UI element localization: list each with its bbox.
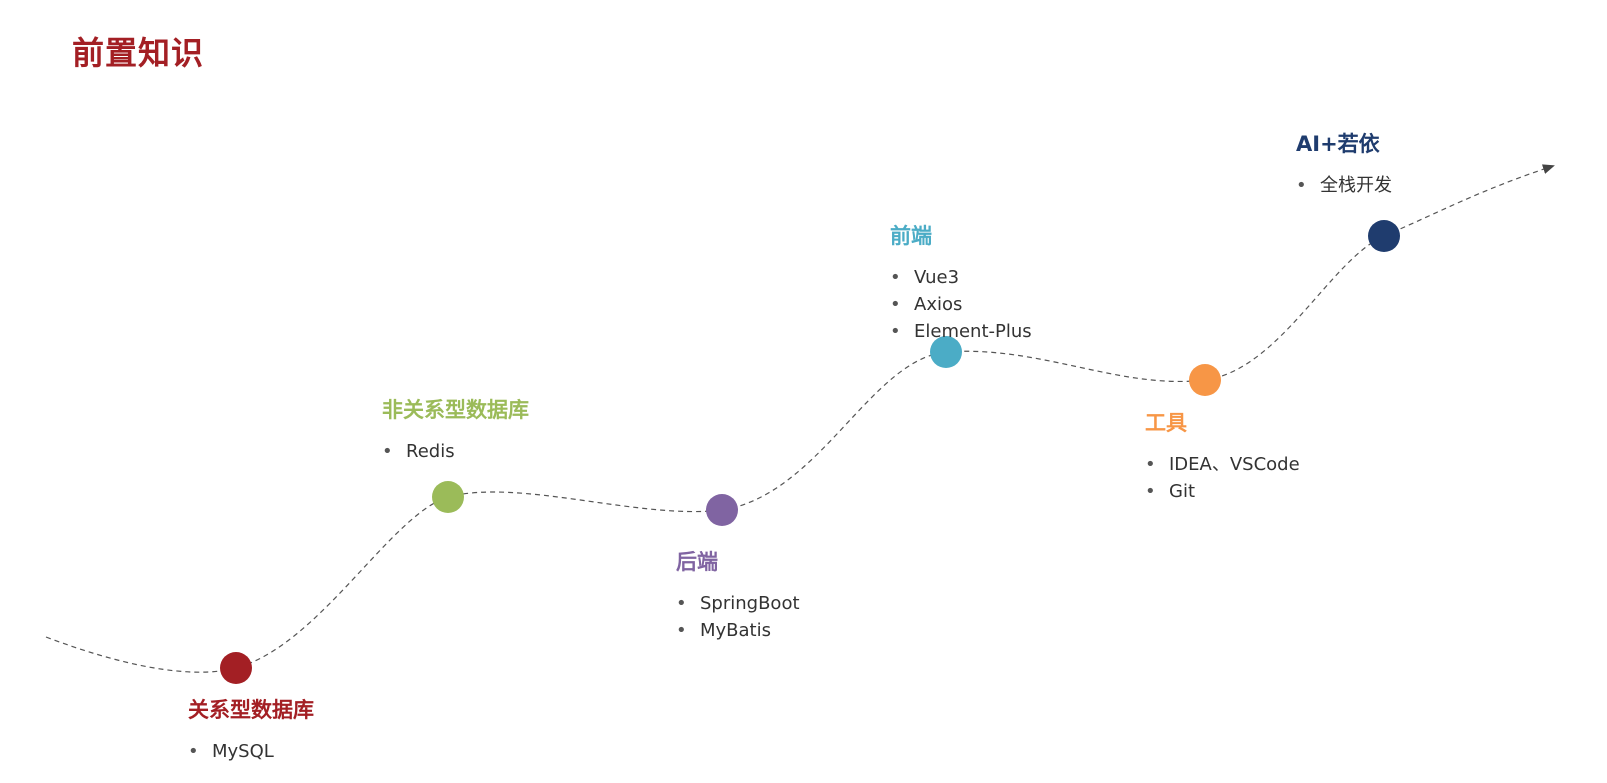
- list-item: • Element-Plus: [890, 318, 1032, 345]
- node-title: 工具: [1145, 411, 1187, 435]
- node-ai-ruoyi: AI+若依 • 全栈开发: [1296, 128, 1392, 199]
- list-item: • 全栈开发: [1296, 172, 1392, 199]
- node-title: 前端: [890, 224, 932, 248]
- node-title: 后端: [676, 550, 718, 574]
- node-frontend: 前端 • Vue3 • Axios • Element-Plus: [890, 220, 1032, 345]
- node-dot-backend: [706, 494, 738, 526]
- bullet-icon: •: [676, 593, 687, 614]
- node-items: • 全栈开发: [1296, 172, 1392, 199]
- bullet-icon: •: [890, 294, 901, 315]
- node-dot-relational-db: [220, 652, 252, 684]
- node-relational-db: 关系型数据库 • MySQL: [188, 694, 314, 765]
- node-backend: 后端 • SpringBoot • MyBatis: [676, 546, 800, 644]
- node-title: 非关系型数据库: [382, 398, 529, 422]
- bullet-icon: •: [890, 267, 901, 288]
- list-item: • Git: [1145, 478, 1300, 505]
- node-dot-nosql-db: [432, 481, 464, 513]
- list-item: • Vue3: [890, 264, 1032, 291]
- node-title: AI+若依: [1296, 132, 1380, 156]
- dashed-curve: [45, 164, 1555, 673]
- node-title: 关系型数据库: [188, 698, 314, 722]
- bullet-icon: •: [1145, 454, 1156, 475]
- node-nosql-db: 非关系型数据库 • Redis: [382, 394, 529, 465]
- list-item: • SpringBoot: [676, 590, 800, 617]
- node-items: • Vue3 • Axios • Element-Plus: [890, 264, 1032, 345]
- bullet-icon: •: [382, 441, 393, 462]
- node-dot-tools: [1189, 364, 1221, 396]
- bullet-icon: •: [890, 321, 901, 342]
- node-dot-frontend: [930, 336, 962, 368]
- node-items: • MySQL: [188, 738, 314, 765]
- list-item: • Redis: [382, 438, 529, 465]
- node-items: • IDEA、VSCode • Git: [1145, 451, 1300, 505]
- list-item: • MySQL: [188, 738, 314, 765]
- bullet-icon: •: [1296, 175, 1307, 196]
- bullet-icon: •: [1145, 481, 1156, 502]
- node-tools: 工具 • IDEA、VSCode • Git: [1145, 407, 1300, 505]
- node-dot-ai-ruoyi: [1368, 220, 1400, 252]
- node-items: • SpringBoot • MyBatis: [676, 590, 800, 644]
- list-item: • IDEA、VSCode: [1145, 451, 1300, 478]
- list-item: • Axios: [890, 291, 1032, 318]
- node-items: • Redis: [382, 438, 529, 465]
- page-title: 前置知识: [72, 34, 205, 72]
- bullet-icon: •: [188, 741, 199, 762]
- list-item: • MyBatis: [676, 617, 800, 644]
- bullet-icon: •: [676, 620, 687, 641]
